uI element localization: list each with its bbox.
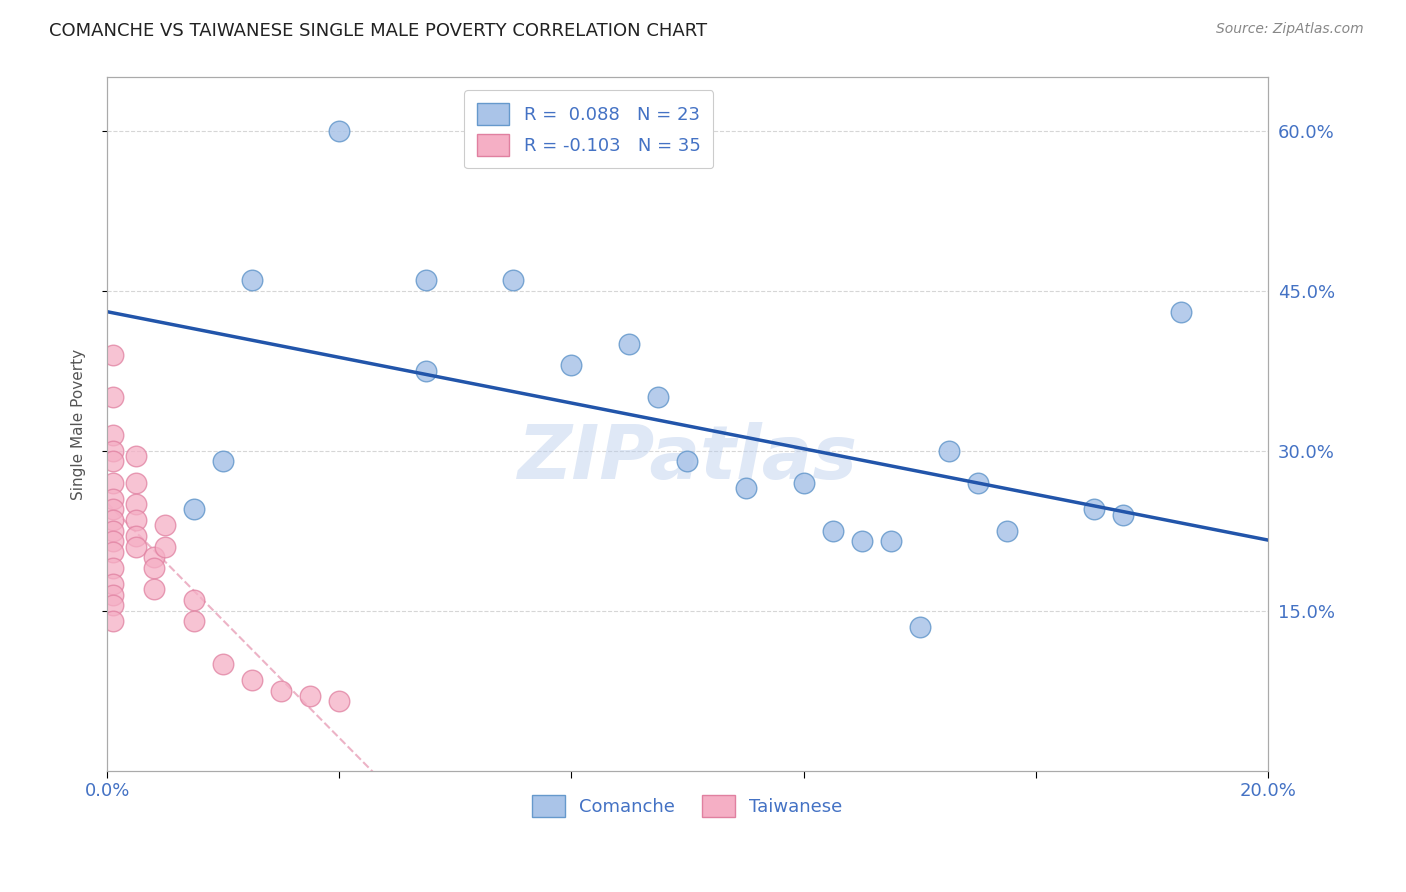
Legend: Comanche, Taiwanese: Comanche, Taiwanese	[526, 788, 849, 824]
Point	[125, 449, 148, 463]
Point	[183, 502, 205, 516]
Point	[328, 694, 350, 708]
Point	[101, 545, 124, 559]
Point	[101, 348, 124, 362]
Point	[101, 427, 124, 442]
Point	[212, 657, 235, 671]
Point	[1112, 508, 1135, 522]
Point	[101, 599, 124, 613]
Point	[240, 273, 263, 287]
Point	[142, 582, 165, 597]
Point	[101, 491, 124, 506]
Point	[328, 124, 350, 138]
Point	[938, 443, 960, 458]
Text: ZIPatlas: ZIPatlas	[517, 422, 858, 495]
Point	[183, 615, 205, 629]
Point	[908, 620, 931, 634]
Point	[240, 673, 263, 687]
Text: Source: ZipAtlas.com: Source: ZipAtlas.com	[1216, 22, 1364, 37]
Point	[183, 593, 205, 607]
Point	[101, 524, 124, 538]
Point	[821, 524, 844, 538]
Point	[125, 497, 148, 511]
Point	[1083, 502, 1105, 516]
Point	[212, 454, 235, 468]
Point	[415, 273, 437, 287]
Point	[793, 475, 815, 490]
Point	[153, 518, 176, 533]
Point	[995, 524, 1018, 538]
Point	[879, 534, 901, 549]
Point	[619, 337, 641, 351]
Point	[101, 561, 124, 575]
Y-axis label: Single Male Poverty: Single Male Poverty	[72, 349, 86, 500]
Point	[734, 481, 756, 495]
Point	[101, 513, 124, 527]
Point	[299, 689, 322, 703]
Point	[676, 454, 699, 468]
Point	[502, 273, 524, 287]
Point	[1170, 305, 1192, 319]
Point	[101, 502, 124, 516]
Point	[415, 364, 437, 378]
Point	[101, 577, 124, 591]
Point	[101, 443, 124, 458]
Point	[101, 534, 124, 549]
Point	[153, 540, 176, 554]
Point	[101, 391, 124, 405]
Point	[101, 615, 124, 629]
Point	[101, 475, 124, 490]
Point	[101, 588, 124, 602]
Point	[966, 475, 988, 490]
Point	[125, 513, 148, 527]
Point	[142, 561, 165, 575]
Point	[125, 529, 148, 543]
Point	[125, 475, 148, 490]
Point	[270, 683, 292, 698]
Point	[142, 550, 165, 565]
Text: COMANCHE VS TAIWANESE SINGLE MALE POVERTY CORRELATION CHART: COMANCHE VS TAIWANESE SINGLE MALE POVERT…	[49, 22, 707, 40]
Point	[101, 454, 124, 468]
Point	[647, 391, 669, 405]
Point	[125, 540, 148, 554]
Point	[851, 534, 873, 549]
Point	[560, 359, 582, 373]
